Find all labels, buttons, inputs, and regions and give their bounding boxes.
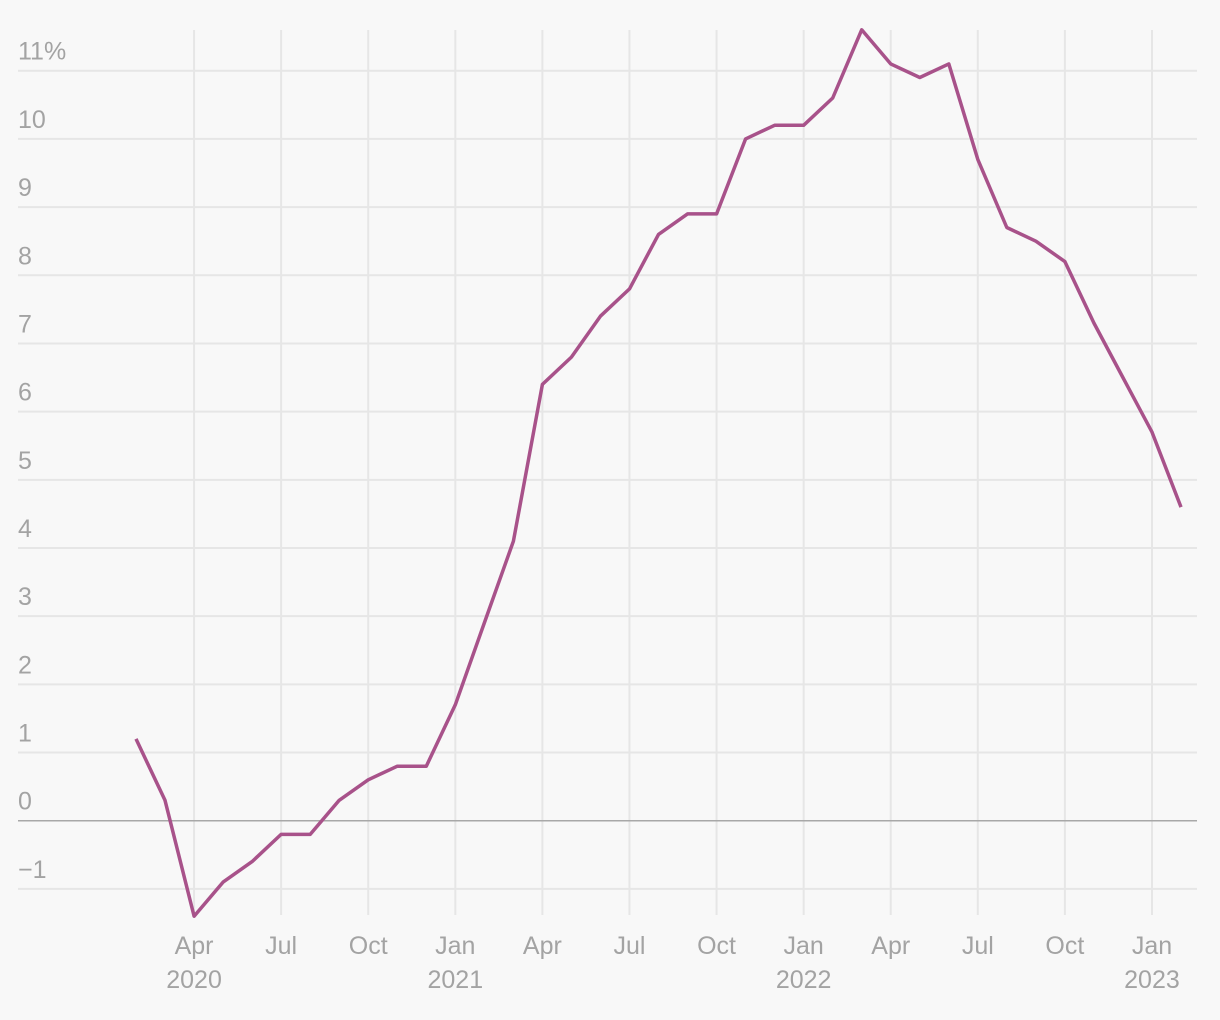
y-tick-label: 9 bbox=[18, 174, 32, 202]
y-tick-label: 5 bbox=[18, 447, 32, 475]
x-tick-label: Apr 2020 bbox=[166, 932, 222, 994]
y-tick-label: 11% bbox=[18, 38, 66, 66]
y-tick-label: 10 bbox=[18, 106, 46, 134]
y-tick-label: 6 bbox=[18, 379, 32, 407]
x-tick-label: Oct bbox=[1045, 932, 1085, 960]
x-tick-label: Jul bbox=[265, 932, 298, 960]
data-line bbox=[134, 28, 1183, 918]
y-tick-label: 4 bbox=[18, 515, 32, 543]
y-tick-label: 1 bbox=[18, 720, 32, 748]
x-tick-label: Jan 2023 bbox=[1124, 932, 1180, 994]
x-tick-label: Jan 2022 bbox=[775, 932, 832, 994]
x-tick-label: Jan 2021 bbox=[427, 932, 484, 994]
y-tick-label: −1 bbox=[18, 856, 47, 884]
y-tick-label: 3 bbox=[18, 583, 32, 611]
x-tick-label: Jul bbox=[613, 932, 646, 960]
x-tick-label: Apr bbox=[871, 932, 911, 960]
x-tick-label: Jul bbox=[961, 932, 994, 960]
x-tick-label: Oct bbox=[348, 932, 388, 960]
y-tick-label: 2 bbox=[18, 651, 32, 679]
y-tick-label: 0 bbox=[18, 788, 32, 816]
x-tick-label: Apr bbox=[522, 932, 562, 960]
y-tick-label: 7 bbox=[18, 310, 32, 338]
y-tick-label: 8 bbox=[18, 242, 32, 270]
x-tick-label: Oct bbox=[697, 932, 736, 960]
